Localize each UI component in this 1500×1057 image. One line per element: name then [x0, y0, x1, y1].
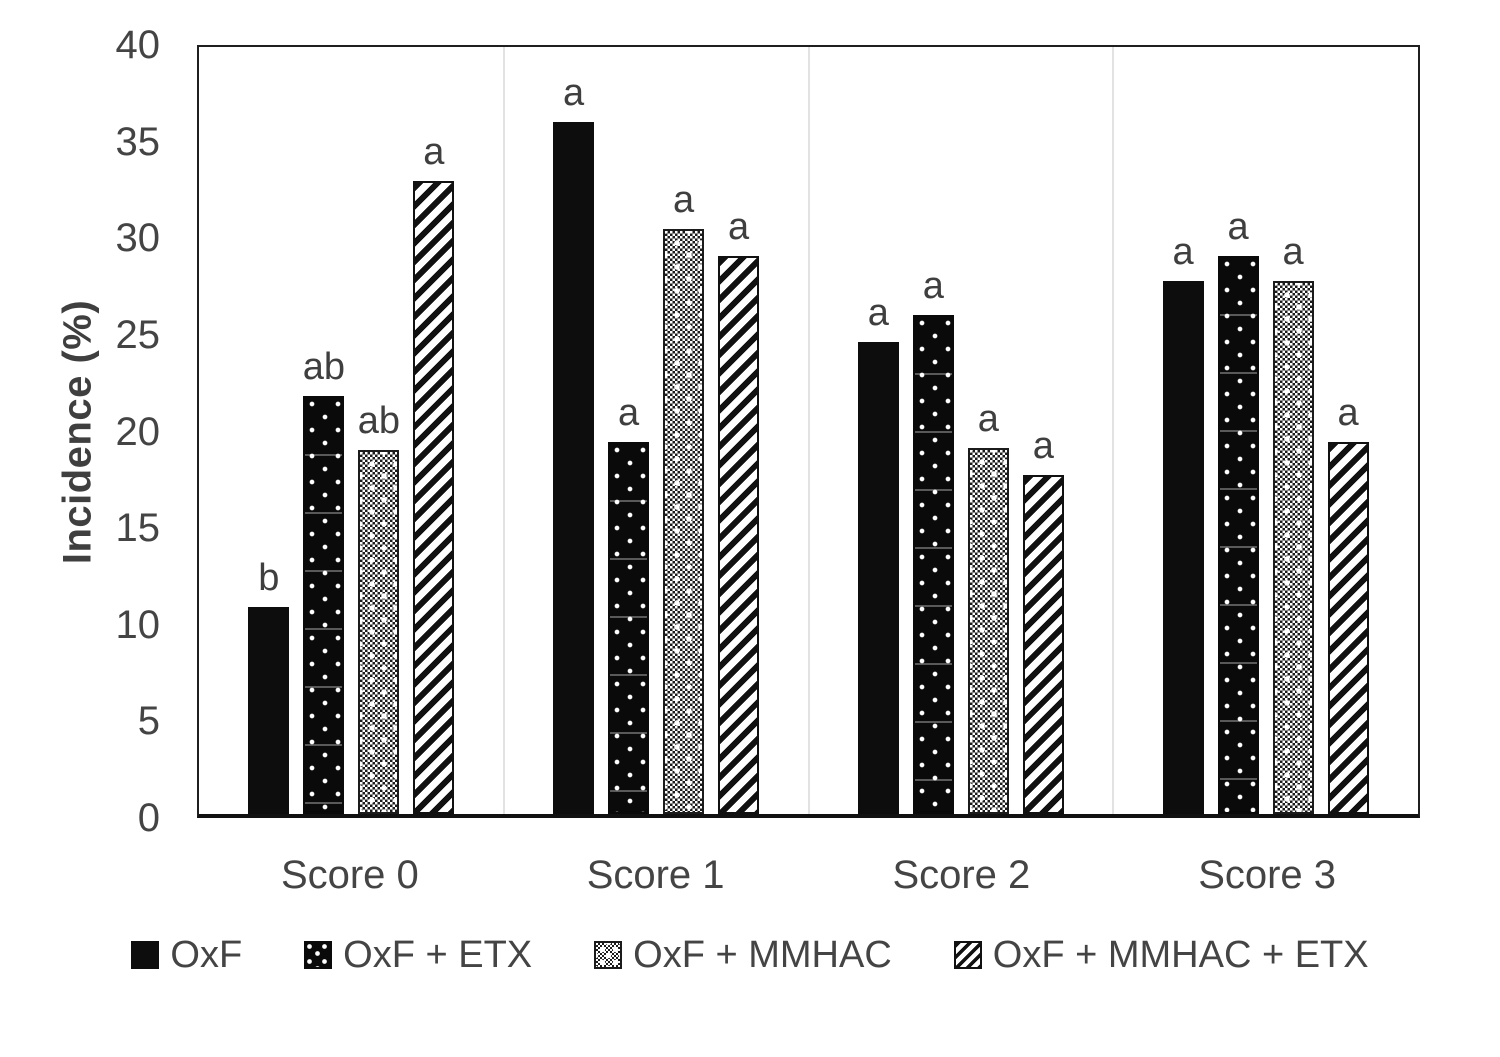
legend-swatch-diagonal-stripes: [953, 941, 982, 969]
bar-slot: a: [1162, 47, 1204, 814]
bar-oxf: [1162, 280, 1204, 814]
bar-oxf-mmhac: [663, 229, 705, 814]
significance-letter: a: [563, 71, 585, 114]
bar-slot: a: [857, 47, 899, 814]
bar-slot: a: [967, 47, 1009, 814]
bar-oxf-etx: [303, 396, 345, 814]
bar-oxf-etx: [912, 315, 954, 814]
y-tick-label: 30: [115, 216, 161, 261]
category-separator-line: [502, 47, 505, 814]
bar-slot: a: [1022, 47, 1064, 814]
y-tick-label: 10: [115, 602, 161, 647]
bar-slot: a: [912, 47, 954, 814]
bar-slot: a: [1272, 47, 1314, 814]
significance-letter: a: [867, 292, 889, 335]
legend-label: OxF: [170, 934, 243, 976]
legend-swatch-solid-black: [131, 941, 160, 969]
bar-slot: a: [718, 47, 760, 814]
legend-item-oxf-mmhac-etx: OxF + MMHAC + ETX: [953, 934, 1369, 976]
bar-oxf-mmhac-etx: [413, 181, 455, 814]
x-category-label: Score 3: [1198, 853, 1337, 897]
category-separator-line: [807, 47, 810, 814]
significance-letter: ab: [357, 399, 401, 442]
y-tick-label: 40: [115, 23, 161, 67]
category-separator-line: [1112, 47, 1115, 814]
significance-letter: a: [922, 265, 944, 308]
x-category-label: Score 2: [892, 853, 1031, 897]
significance-letter: a: [618, 392, 640, 435]
significance-letter: ab: [302, 346, 346, 388]
legend-label: OxF + MMHAC + ETX: [992, 934, 1369, 976]
legend: OxF OxF + ETX OxF + MMHAC OxF + MMHAC + ETX: [0, 936, 1500, 974]
plot-area: b ab ab a a a a a a a a a a a a a: [197, 45, 1420, 818]
x-axis: Score 0 Score 1 Score 2 Score 3: [197, 845, 1420, 905]
legend-item-oxf-etx: OxF + ETX: [304, 936, 532, 974]
significance-letter: a: [977, 397, 999, 440]
bar-oxf-etx: [1217, 256, 1259, 814]
bar-oxf-mmhac: [1272, 280, 1314, 814]
bar-oxf-etx: [608, 442, 650, 814]
x-category-label: Score 1: [586, 853, 725, 897]
y-axis: 0 5 10 15 20 25 30 35 40: [0, 25, 161, 838]
bar-oxf-mmhac-etx: [718, 256, 760, 814]
bar-group-score-0: b ab ab a: [199, 47, 504, 814]
y-tick-label: 25: [115, 312, 161, 357]
legend-label: OxF + MMHAC: [633, 934, 892, 976]
bar-slot: a: [413, 47, 455, 814]
bar-oxf: [857, 342, 899, 814]
bar-slot: a: [608, 47, 650, 814]
bar-oxf-mmhac: [358, 449, 400, 814]
bar-slot: a: [1217, 47, 1259, 814]
x-category-label: Score 0: [280, 853, 419, 897]
legend-swatch-fine-checkerboard-gray: [594, 941, 623, 969]
significance-letter: a: [728, 206, 750, 249]
y-tick-label: 5: [137, 699, 160, 744]
bar-slot: ab: [357, 47, 401, 814]
y-tick-label: 35: [115, 119, 161, 164]
bar-oxf: [248, 606, 290, 814]
bar-slot: a: [553, 47, 595, 814]
legend-swatch-white-dots-on-black: [304, 941, 333, 969]
bar-slot: a: [663, 47, 705, 814]
bar-groups-container: b ab ab a a a a a a a a a a a a a: [199, 47, 1418, 814]
significance-letter: a: [1032, 424, 1054, 467]
significance-letter: a: [423, 131, 445, 174]
legend-item-oxf-mmhac: OxF + MMHAC: [594, 936, 892, 974]
significance-letter: a: [673, 179, 695, 222]
bar-slot: b: [248, 47, 290, 814]
y-tick-label: 20: [115, 409, 161, 454]
bar-oxf-mmhac-etx: [1022, 474, 1064, 814]
bar-oxf: [553, 121, 595, 814]
legend-label: OxF + ETX: [343, 934, 533, 976]
bar-slot: a: [1327, 47, 1369, 814]
significance-letter: a: [1282, 230, 1304, 273]
y-tick-label: 15: [115, 506, 161, 551]
significance-letter: b: [258, 556, 280, 599]
bar-oxf-mmhac: [967, 447, 1009, 814]
significance-letter: a: [1337, 392, 1359, 435]
bar-slot: ab: [302, 47, 346, 814]
significance-letter: a: [1172, 230, 1194, 273]
bar-oxf-mmhac-etx: [1327, 442, 1369, 814]
legend-item-oxf: OxF: [131, 936, 242, 974]
significance-letter: a: [1227, 206, 1249, 249]
y-tick-label: 0: [137, 796, 160, 840]
